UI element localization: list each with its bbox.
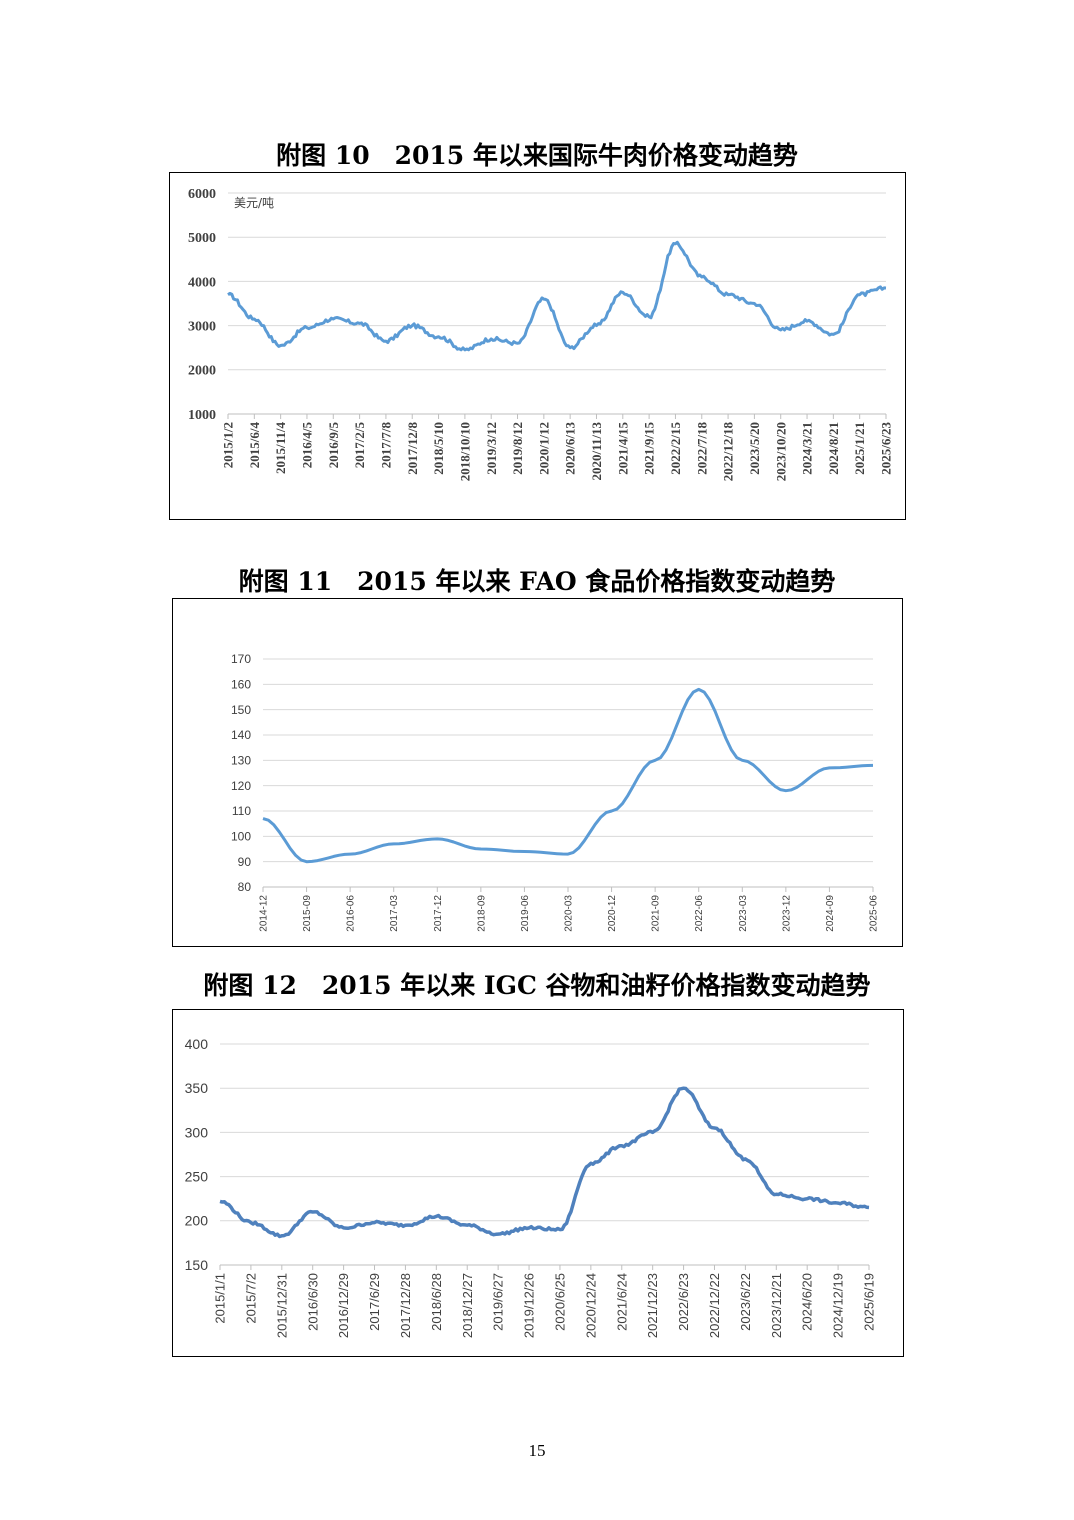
series-line	[262, 687, 874, 864]
x-tick-label: 2018/6/28	[429, 1273, 444, 1331]
x-tick-label: 2025/6/19	[862, 1273, 877, 1331]
y-tick-label: 5000	[188, 231, 216, 246]
x-tick-label: 2017-03	[389, 895, 400, 932]
x-tick-label: 2017/12/8	[405, 422, 420, 475]
x-tick-label: 2024/3/21	[800, 422, 815, 475]
x-tick-label: 2025/6/23	[879, 422, 894, 475]
x-tick-label: 2024-09	[825, 895, 836, 932]
series-line	[219, 1086, 870, 1239]
y-tick-label: 120	[231, 779, 251, 793]
x-tick-label: 2016/4/5	[300, 422, 315, 469]
x-tick-label: 2016/6/30	[305, 1273, 320, 1331]
x-tick-label: 2018/12/27	[460, 1273, 475, 1338]
x-tick-label: 2022/6/23	[676, 1273, 691, 1331]
x-tick-label: 2016/9/5	[326, 422, 341, 469]
figure-12-title: 附图 12 2015 年以来 IGC 谷物和油籽价格指数变动趋势	[203, 971, 871, 1000]
page-number: 15	[528, 1441, 546, 1460]
x-tick-label: 2023-03	[738, 895, 749, 932]
x-tick-label: 2015/11/4	[273, 422, 288, 475]
figure-10-title: 附图 10 2015 年以来国际牛肉价格变动趋势	[276, 141, 798, 170]
x-tick-label: 2016/12/29	[336, 1273, 351, 1338]
x-tick-label: 2019/8/12	[510, 422, 525, 475]
y-tick-label: 100	[231, 830, 251, 844]
y-tick-label: 170	[231, 652, 251, 666]
y-tick-label: 250	[185, 1169, 209, 1185]
x-tick-label: 2020/6/13	[563, 422, 578, 475]
y-tick-label: 4000	[188, 275, 216, 290]
x-tick-label: 2020-03	[564, 895, 575, 932]
x-tick-label: 2021/4/15	[615, 422, 630, 475]
x-tick-label: 2022/2/15	[668, 422, 683, 475]
y-tick-label: 140	[231, 728, 251, 742]
x-tick-label: 2019/3/12	[484, 422, 499, 475]
x-tick-label: 2021-09	[651, 895, 662, 932]
x-tick-label: 2015/6/4	[247, 422, 262, 469]
x-tick-label: 2017/6/29	[367, 1273, 382, 1331]
x-tick-label: 2020/12/24	[583, 1273, 598, 1338]
x-tick-label: 2020/1/12	[536, 422, 551, 475]
x-tick-label: 2023-12	[781, 895, 792, 932]
x-tick-label: 2022/7/18	[694, 422, 709, 475]
x-tick-label: 2014-12	[259, 895, 270, 932]
x-tick-label: 2015/12/31	[274, 1273, 289, 1338]
x-tick-label: 2025/1/21	[852, 422, 867, 475]
x-tick-label: 2018/5/10	[431, 422, 446, 475]
y-tick-label: 160	[231, 678, 251, 692]
x-tick-label: 2021/6/24	[614, 1273, 629, 1331]
x-tick-label: 2022-06	[694, 895, 705, 932]
x-tick-label: 2023/12/21	[769, 1273, 784, 1338]
x-tick-label: 2015/1/2	[221, 422, 236, 468]
y-tick-label: 350	[185, 1080, 209, 1096]
y-tick-label: 200	[185, 1213, 209, 1229]
y-tick-label: 2000	[188, 364, 216, 379]
x-tick-label: 2021/9/15	[642, 422, 657, 475]
x-tick-label: 2022/12/22	[707, 1273, 722, 1338]
x-tick-label: 2015/7/2	[243, 1273, 258, 1324]
x-tick-label: 2019/6/27	[491, 1273, 506, 1331]
x-tick-label: 2025-06	[869, 895, 880, 932]
x-tick-label: 2019-06	[520, 895, 531, 932]
x-tick-label: 2020-12	[607, 895, 618, 932]
x-tick-label: 2024/8/21	[826, 422, 841, 475]
x-tick-label: 2022/12/18	[721, 422, 736, 482]
y-tick-label: 80	[238, 880, 252, 894]
x-tick-label: 2020/11/13	[589, 422, 604, 481]
x-tick-label: 2015-09	[302, 895, 313, 932]
y-tick-label: 150	[185, 1257, 209, 1273]
x-tick-label: 2017/7/8	[378, 422, 393, 469]
x-tick-label: 2016-06	[346, 895, 357, 932]
x-tick-label: 2018/10/10	[457, 422, 472, 481]
x-tick-label: 2021/12/23	[645, 1273, 660, 1338]
x-tick-label: 2024/12/19	[831, 1273, 846, 1338]
y-tick-label: 400	[185, 1036, 209, 1052]
y-tick-label: 90	[238, 855, 252, 869]
figure-11-title: 附图 11 2015 年以来 FAO 食品价格指数变动趋势	[238, 567, 836, 596]
x-tick-label: 2017-12	[433, 895, 444, 932]
y-tick-label: 110	[232, 804, 251, 818]
y-tick-label: 3000	[188, 320, 216, 335]
series-line	[227, 240, 887, 352]
y-tick-label: 150	[231, 703, 251, 717]
x-tick-label: 2015/1/1	[213, 1273, 228, 1324]
y-tick-label: 1000	[188, 408, 216, 423]
figure-11-plot: 80 90 100 110 120 130 140 150 160 170 2014-12 2015-…	[231, 652, 880, 932]
x-tick-label: 2023/6/22	[738, 1273, 753, 1331]
x-tick-label: 2019/12/26	[522, 1273, 537, 1338]
x-tick-label: 2020/6/25	[553, 1273, 568, 1331]
figure-10-chart: 1000 2000 3000 4000 5000 6000 2015/1/2 2015/6/4…	[169, 172, 906, 520]
figure-12-chart: 150 200 250 300 350 400 2015/1/1 2015/7/2 2015/1…	[172, 1009, 904, 1357]
figure-12-plot: 150 200 250 300 350 400 2015/1/1 2015/7/2 2015/1…	[185, 1036, 877, 1338]
x-tick-label: 2024/6/20	[800, 1273, 815, 1331]
y-tick-label: 300	[185, 1124, 209, 1140]
figure-10-plot: 1000 2000 3000 4000 5000 6000 2015/1/2 2015/6/4…	[188, 187, 894, 482]
x-tick-label: 2023/5/20	[747, 422, 762, 475]
unit-label: 美元/吨	[234, 196, 274, 210]
x-tick-label: 2017/12/28	[398, 1273, 413, 1338]
x-tick-label: 2018-09	[476, 895, 487, 932]
y-tick-label: 130	[231, 754, 251, 768]
y-tick-label: 6000	[188, 187, 216, 202]
figure-11-chart: 80 90 100 110 120 130 140 150 160 170 2014-12 2015-…	[172, 598, 903, 947]
x-tick-label: 2017/2/5	[352, 422, 367, 469]
x-tick-label: 2023/10/20	[773, 422, 788, 481]
